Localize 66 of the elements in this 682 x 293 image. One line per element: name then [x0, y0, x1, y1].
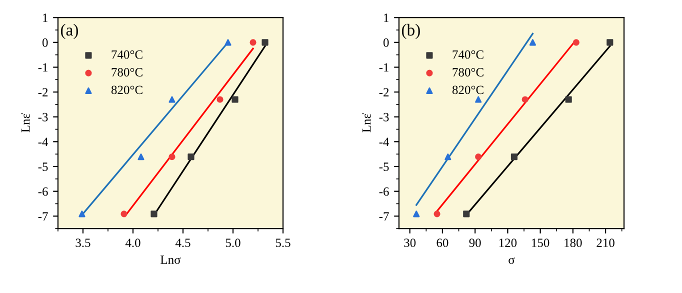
- point: [78, 210, 86, 218]
- y-axis-title: Lnε̇: [362, 112, 371, 132]
- x-tick-label: 210: [596, 238, 614, 248]
- point: [606, 39, 614, 46]
- y-tick-label: -3: [379, 112, 389, 122]
- legend-label: 820°C: [452, 86, 484, 94]
- y-tick-label: 1: [384, 14, 388, 22]
- x-tick-label: 4.5: [175, 238, 190, 248]
- y-tick-label: -7: [379, 212, 389, 220]
- x-tick-label: 30: [404, 238, 416, 248]
- point: [224, 39, 232, 46]
- legend-label: 820°C: [111, 86, 142, 94]
- point: [138, 154, 144, 160]
- y-tick-label: -6: [38, 187, 48, 196]
- point: [572, 39, 580, 46]
- point: [168, 154, 176, 160]
- y-tick-label: -5: [379, 162, 389, 171]
- y-tick-label: 0: [383, 38, 389, 47]
- point: [216, 96, 224, 103]
- y-tick-label: -5: [38, 162, 48, 171]
- point: [232, 96, 238, 103]
- point: [150, 210, 158, 218]
- point: [250, 39, 256, 46]
- x-tick-label: 4.0: [125, 238, 140, 248]
- y-tick-label: -6: [379, 187, 389, 196]
- point: [444, 154, 452, 160]
- point: [565, 96, 572, 103]
- y-tick-label: -7: [38, 212, 48, 220]
- legend-label: 740°C: [112, 50, 142, 59]
- x-axis-title: σ: [508, 257, 515, 264]
- x-tick-label: 3.5: [76, 238, 90, 248]
- x-tick-label: 5.5: [276, 238, 290, 248]
- point: [168, 96, 176, 103]
- x-axis-title: Lnσ: [160, 256, 181, 264]
- legend-label: 740°C: [452, 50, 484, 59]
- point: [463, 210, 470, 218]
- y-tick-label: -4: [379, 138, 390, 146]
- point: [262, 39, 268, 46]
- point: [475, 154, 482, 160]
- x-tick-label: 150: [532, 238, 550, 248]
- y-tick-label: 1: [43, 14, 48, 22]
- point: [188, 154, 194, 160]
- annotation: (b): [402, 24, 420, 40]
- x-tick-label: 180: [564, 238, 582, 248]
- y-tick-label: -4: [38, 138, 48, 146]
- x-tick-label: 90: [469, 238, 481, 248]
- y-tick-label: -2: [379, 88, 389, 96]
- point: [475, 96, 482, 103]
- legend-label: 780°C: [112, 68, 142, 76]
- y-tick-label: -1: [38, 63, 48, 72]
- point: [413, 210, 420, 218]
- x-tick-label: 5.0: [226, 238, 240, 248]
- y-tick-label: -3: [38, 112, 48, 122]
- y-axis-title: Lnε̇: [21, 112, 30, 132]
- legend-label: 780°C: [452, 68, 484, 76]
- y-tick-label: -1: [379, 63, 388, 72]
- point: [120, 210, 128, 218]
- point: [434, 210, 440, 218]
- x-tick-label: 120: [499, 238, 517, 248]
- x-tick-label: 60: [436, 238, 448, 248]
- y-tick-label: -2: [38, 88, 48, 96]
- y-tick-label: 0: [42, 38, 48, 47]
- point: [522, 96, 528, 103]
- point: [510, 154, 518, 160]
- annotation: (a): [60, 24, 78, 40]
- point: [529, 39, 536, 46]
